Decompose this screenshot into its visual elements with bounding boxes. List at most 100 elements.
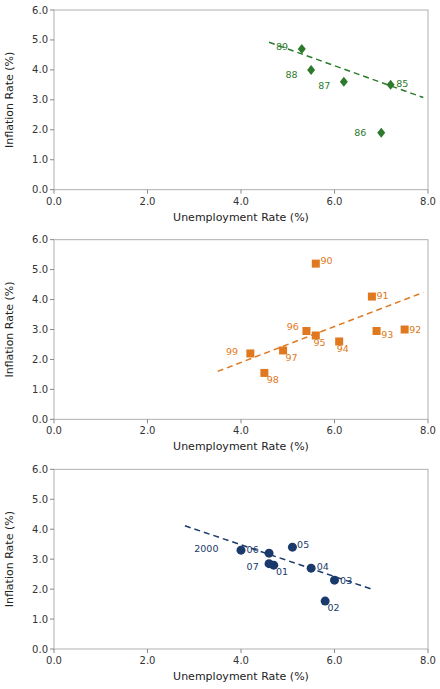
tick-mark (50, 69, 54, 70)
tick-label: 1.0 (32, 384, 48, 395)
point-label: 94 (337, 343, 349, 354)
point-label: 05 (297, 539, 309, 550)
point-label: 95 (313, 337, 325, 348)
axis-label: Unemployment Rate (%) (173, 211, 309, 224)
point-label: 91 (377, 290, 389, 301)
point (312, 260, 320, 268)
marks (218, 260, 424, 377)
trend-line (269, 42, 423, 97)
point (373, 327, 381, 335)
point-label: 99 (226, 346, 238, 357)
tick-mark (54, 419, 55, 423)
tick-label: 0.0 (32, 414, 48, 425)
trend-line (185, 526, 372, 589)
tick-mark (50, 299, 54, 300)
point-label: 02 (327, 602, 339, 613)
tick-mark (50, 419, 54, 420)
point-label: 87 (318, 80, 330, 91)
point (401, 326, 409, 334)
tick-mark (50, 99, 54, 100)
axis-label: Inflation Rate (%) (3, 511, 16, 607)
tick-label: 4.0 (233, 196, 249, 207)
tick-mark (334, 419, 335, 423)
tick-label: 6.0 (32, 5, 48, 16)
tick-mark (50, 469, 54, 470)
point-label: 92 (409, 324, 421, 335)
point-label: 01 (276, 566, 288, 577)
tick-mark (50, 529, 54, 530)
tick-label: 8.0 (420, 425, 436, 436)
point (302, 327, 310, 335)
tick-mark (54, 190, 55, 194)
tick-label: 1.0 (32, 154, 48, 165)
tick-mark (50, 359, 54, 360)
marks (185, 526, 372, 606)
point-label: 06 (247, 544, 259, 555)
tick-mark (147, 419, 148, 423)
tick-label: 6.0 (327, 655, 343, 666)
point-label: 93 (381, 329, 393, 340)
tick-mark (50, 389, 54, 390)
labels: 90 91 92 93 94 95 96 97 98 99 (226, 255, 421, 385)
tick-mark (50, 239, 54, 240)
axis-label: Inflation Rate (%) (3, 52, 16, 148)
tick-label: 0.0 (46, 425, 62, 436)
point-label: 2000 (194, 543, 218, 554)
tick-label: 0.0 (46, 196, 62, 207)
tick-mark (54, 649, 55, 653)
tick-label: 5.0 (32, 34, 48, 45)
tick-label: 3.0 (32, 554, 48, 565)
labels: 200001020304050607 (194, 539, 352, 613)
panel: 0.02.04.06.08.00.01.02.03.04.05.06.0Unem… (3, 464, 436, 683)
tick-label: 6.0 (32, 464, 48, 475)
tick-mark (147, 649, 148, 653)
point-label: 90 (320, 255, 332, 266)
tick-label: 8.0 (420, 196, 436, 207)
point-label: 04 (317, 561, 329, 572)
point (288, 543, 297, 552)
point (387, 80, 395, 90)
tick-mark (50, 159, 54, 160)
tick-label: 3.0 (32, 324, 48, 335)
marks (269, 42, 423, 138)
tick-mark (50, 619, 54, 620)
plot-frame (54, 10, 428, 190)
tick-label: 0.0 (32, 184, 48, 195)
plot-frame (54, 240, 428, 420)
point-label: 88 (285, 69, 297, 80)
tick-label: 3.0 (32, 94, 48, 105)
point (237, 546, 246, 555)
point-label: 98 (267, 374, 279, 385)
point-label: 96 (287, 321, 299, 332)
tick-mark (50, 499, 54, 500)
tick-label: 5.0 (32, 264, 48, 275)
panel: 0.02.04.06.08.00.01.02.03.04.05.06.0Unem… (3, 5, 436, 224)
tick-label: 4.0 (233, 425, 249, 436)
tick-mark (50, 589, 54, 590)
tick-mark (147, 190, 148, 194)
panel: 0.02.04.06.08.00.01.02.03.04.05.06.0Unem… (3, 234, 436, 453)
point (368, 293, 376, 301)
point (246, 349, 254, 357)
tick-mark (428, 419, 429, 423)
trend-line (218, 292, 424, 371)
tick-label: 6.0 (327, 196, 343, 207)
tick-label: 4.0 (32, 294, 48, 305)
tick-mark (428, 649, 429, 653)
tick-mark (241, 190, 242, 194)
tick-label: 2.0 (140, 425, 156, 436)
tick-mark (428, 190, 429, 194)
tick-mark (50, 559, 54, 560)
tick-label: 2.0 (140, 196, 156, 207)
point-label: 97 (285, 352, 297, 363)
plot-frame (54, 469, 428, 649)
axis-label: Unemployment Rate (%) (173, 670, 309, 683)
point-label: 86 (354, 127, 366, 138)
tick-label: 4.0 (32, 524, 48, 535)
labels: 8988878685 (276, 41, 408, 138)
tick-label: 8.0 (420, 655, 436, 666)
tick-mark (334, 649, 335, 653)
tick-label: 0.0 (32, 644, 48, 655)
tick-mark (241, 419, 242, 423)
point-label: 03 (340, 575, 352, 586)
